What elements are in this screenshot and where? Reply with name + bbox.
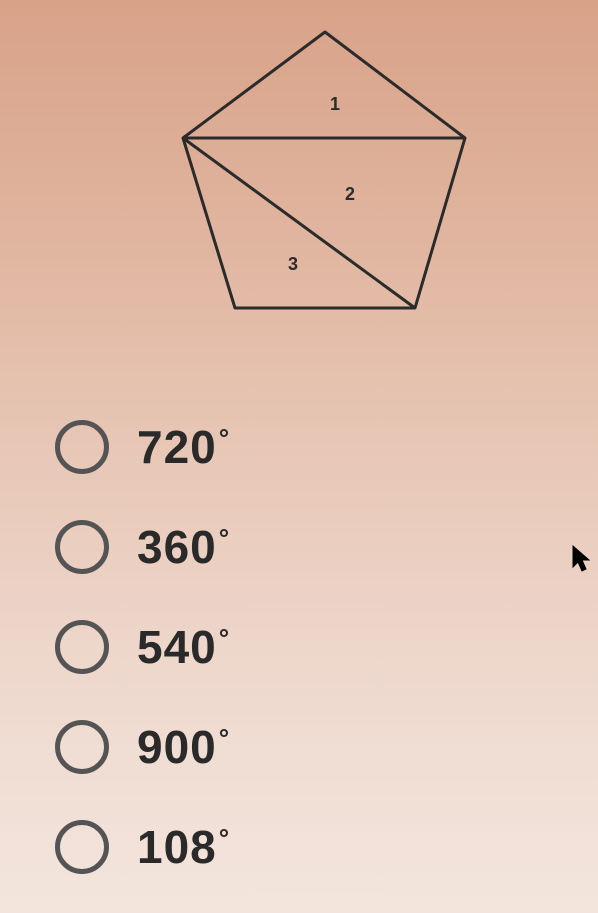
option-value: 108 xyxy=(137,821,217,873)
option-label: 360° xyxy=(137,520,230,574)
option-value: 900 xyxy=(137,721,217,773)
option-row[interactable]: 108° xyxy=(55,820,230,874)
svg-text:1: 1 xyxy=(330,94,340,114)
radio-button[interactable] xyxy=(55,520,109,574)
radio-button[interactable] xyxy=(55,820,109,874)
radio-button[interactable] xyxy=(55,720,109,774)
option-row[interactable]: 720° xyxy=(55,420,230,474)
option-row[interactable]: 540° xyxy=(55,620,230,674)
radio-button[interactable] xyxy=(55,620,109,674)
degree-symbol: ° xyxy=(219,823,230,853)
degree-symbol: ° xyxy=(219,623,230,653)
degree-symbol: ° xyxy=(219,723,230,753)
svg-text:3: 3 xyxy=(288,254,298,274)
option-value: 720 xyxy=(137,421,217,473)
option-label: 900° xyxy=(137,720,230,774)
pentagon-diagram: 1 2 3 xyxy=(165,20,485,330)
option-value: 540 xyxy=(137,621,217,673)
radio-button[interactable] xyxy=(55,420,109,474)
option-label: 108° xyxy=(137,820,230,874)
degree-symbol: ° xyxy=(219,423,230,453)
pentagon-svg: 1 2 3 xyxy=(165,20,485,330)
option-row[interactable]: 900° xyxy=(55,720,230,774)
option-row[interactable]: 360° xyxy=(55,520,230,574)
answer-options: 720° 360° 540° 900° 108° xyxy=(55,420,230,874)
option-value: 360 xyxy=(137,521,217,573)
degree-symbol: ° xyxy=(219,523,230,553)
option-label: 540° xyxy=(137,620,230,674)
mouse-cursor-icon xyxy=(572,545,592,578)
svg-text:2: 2 xyxy=(345,184,355,204)
option-label: 720° xyxy=(137,420,230,474)
